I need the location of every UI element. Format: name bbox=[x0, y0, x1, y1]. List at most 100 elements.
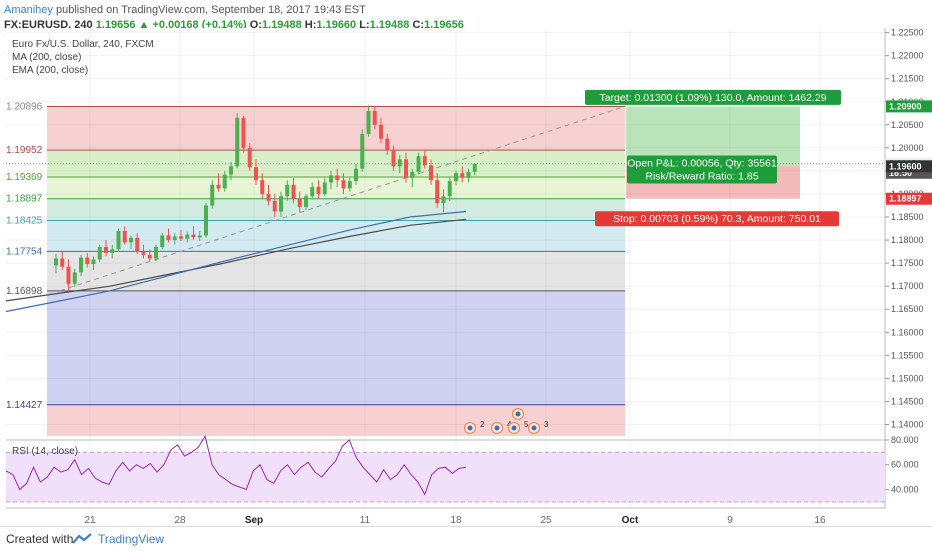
candle-body bbox=[429, 165, 433, 181]
fib-label-bg bbox=[4, 192, 44, 205]
candle-body bbox=[266, 193, 271, 201]
price-axis-label: 1.17000 bbox=[891, 281, 924, 291]
event-flag-dot-icon bbox=[515, 411, 521, 417]
tradingview-logo-icon bbox=[72, 533, 92, 544]
rsi-band bbox=[6, 452, 885, 502]
candle-body bbox=[210, 184, 215, 206]
up-arrow-icon: ▲ bbox=[138, 19, 150, 31]
fib-zone bbox=[47, 176, 625, 199]
candle-body bbox=[66, 266, 71, 284]
candle-body bbox=[222, 174, 227, 189]
created-with-text: Created with bbox=[6, 532, 74, 546]
fib-label-bg bbox=[4, 144, 44, 157]
candle-body bbox=[360, 134, 365, 169]
price-axis-label: 1.15000 bbox=[891, 373, 924, 383]
candle-body bbox=[110, 249, 115, 253]
price-axis-label: 1.17500 bbox=[891, 258, 924, 268]
fib-label-bg bbox=[4, 170, 44, 183]
candle-body bbox=[466, 171, 471, 178]
candle-body bbox=[85, 257, 90, 265]
rsi-axis-label: 80.000 bbox=[891, 435, 919, 445]
event-count: 2 bbox=[480, 420, 485, 429]
candle-body bbox=[260, 180, 265, 194]
event-flag-dot-icon bbox=[511, 425, 517, 431]
fib-zone bbox=[47, 290, 625, 405]
event-count: 5 bbox=[524, 420, 529, 429]
candle-body bbox=[322, 182, 327, 194]
pnl-label: Risk/Reward Ratio: 1.85 bbox=[645, 171, 758, 183]
fib-level-label: 1.17754 bbox=[6, 246, 43, 257]
ma-legend: MA (200, close) bbox=[12, 52, 82, 63]
fib-zone bbox=[47, 220, 625, 252]
time-axis-label: 11 bbox=[360, 515, 371, 526]
fib-label-bg bbox=[4, 214, 44, 227]
candle-body bbox=[216, 184, 221, 189]
candle-body bbox=[441, 196, 446, 204]
low-label: L: bbox=[359, 19, 370, 31]
candle-body bbox=[172, 236, 177, 241]
price-axis-label: 1.16000 bbox=[891, 327, 924, 337]
candle-body bbox=[391, 150, 396, 167]
fib-label-bg bbox=[4, 398, 44, 411]
price-axis-label: 1.18500 bbox=[891, 212, 924, 222]
candle-body bbox=[191, 234, 196, 238]
ma-200-line bbox=[5, 218, 467, 302]
candle-body bbox=[204, 205, 208, 236]
fib-label-bg bbox=[4, 284, 44, 297]
candle-body bbox=[354, 168, 358, 182]
author-link[interactable]: Amanihey bbox=[4, 4, 53, 16]
time-axis-label: 28 bbox=[174, 515, 186, 526]
candle-body bbox=[472, 163, 477, 172]
time-axis-label: Sep bbox=[245, 515, 263, 526]
candle-body bbox=[385, 138, 390, 151]
candle-body bbox=[416, 156, 421, 172]
candle-body bbox=[379, 124, 383, 139]
candle-body bbox=[247, 147, 252, 168]
candle-body bbox=[79, 257, 83, 273]
candle-body bbox=[60, 258, 65, 267]
fib-level-label: 1.20896 bbox=[6, 102, 43, 113]
candle-body bbox=[135, 237, 140, 252]
ema-legend: EMA (200, close) bbox=[12, 65, 89, 76]
fib-level-label: 1.18897 bbox=[6, 194, 43, 205]
candle-body bbox=[285, 184, 290, 197]
rsi-axis-label: 60.000 bbox=[891, 460, 919, 470]
candle-body bbox=[310, 187, 315, 197]
event-flag-dot-icon bbox=[467, 425, 473, 431]
chart-canvas[interactable]: 1.20896 1.19952 1.19369 1.18897 1.18425 1.177… bbox=[0, 0, 932, 526]
candle-body bbox=[279, 196, 283, 212]
candle-body bbox=[372, 110, 377, 125]
rsi-axis-label: 40.000 bbox=[891, 484, 919, 494]
published-text: published on TradingView.com, September … bbox=[55, 4, 366, 16]
fib-zone bbox=[47, 404, 625, 436]
fib-level-label: 1.19369 bbox=[6, 172, 43, 183]
time-axis-label: 9 bbox=[727, 515, 733, 526]
fib-zone bbox=[47, 106, 625, 151]
time-axis-label: 25 bbox=[540, 515, 552, 526]
candle-body bbox=[179, 236, 183, 239]
candle-body bbox=[347, 181, 352, 189]
price-axis-label: 1.14500 bbox=[891, 396, 924, 406]
candle-body bbox=[122, 230, 127, 243]
price-axis-label: 1.16500 bbox=[891, 304, 924, 314]
candle-body bbox=[404, 159, 408, 178]
pnl-label: Open P&L: 0.00056, Qty: 35561 bbox=[627, 158, 777, 170]
candle-body bbox=[397, 159, 402, 167]
fib-level-label: 1.16898 bbox=[6, 286, 43, 297]
candle-body bbox=[160, 235, 165, 247]
price-axis-label: 1.18000 bbox=[891, 235, 924, 245]
candle-body bbox=[141, 251, 146, 255]
stop-label: Stop: 0.00703 (0.59%) 70.3, Amount: 750.… bbox=[613, 213, 821, 225]
close-label: C: bbox=[412, 19, 425, 31]
fib-zone bbox=[47, 198, 625, 221]
axis-tag-entry-bg bbox=[886, 160, 932, 173]
series-title: Euro Fx/U.S. Dollar, 240, FXCM bbox=[12, 39, 154, 50]
axis-tag-stop-bg bbox=[886, 192, 932, 205]
stop-label-bg bbox=[595, 211, 839, 227]
candle-body bbox=[254, 167, 258, 181]
fib-level-label: 1.18425 bbox=[6, 215, 43, 226]
tradingview-brand[interactable]: TradingView bbox=[98, 532, 165, 546]
axis-tag-entry: 1.19600 bbox=[889, 161, 922, 171]
high-label: H: bbox=[304, 19, 317, 31]
price-axis-label: 1.20000 bbox=[891, 143, 924, 153]
